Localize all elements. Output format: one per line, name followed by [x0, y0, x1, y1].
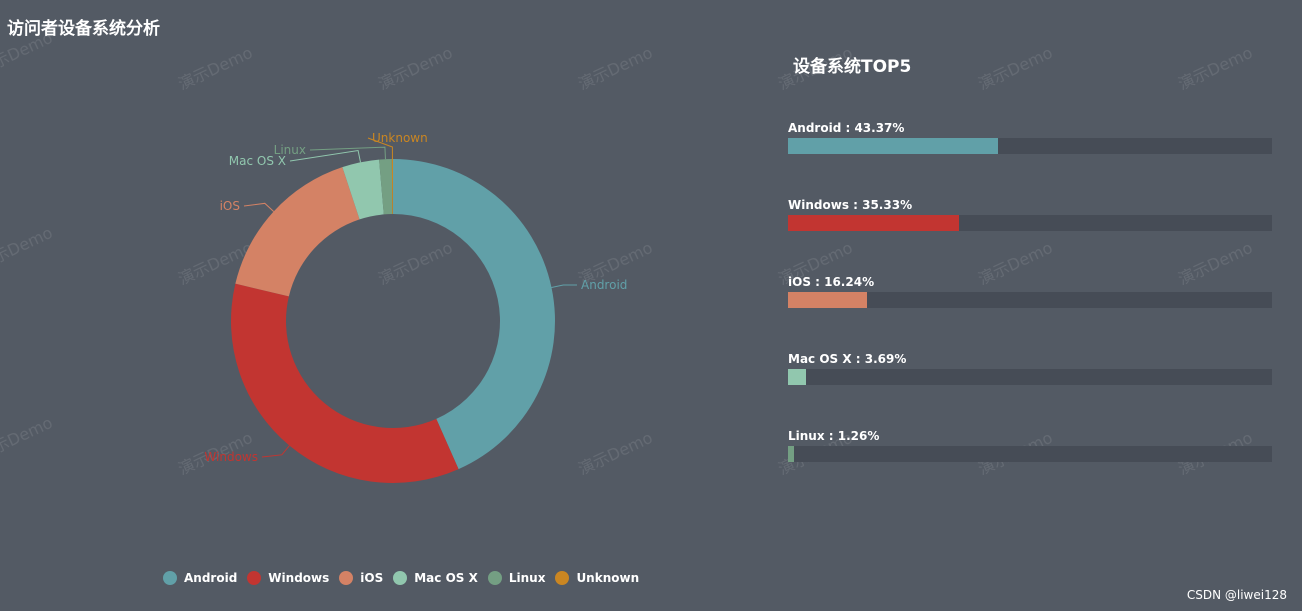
legend-item-windows[interactable]: Windows: [247, 571, 329, 585]
page-title: 访问者设备系统分析: [7, 19, 160, 39]
top5-label: Android : 43.37%: [788, 121, 905, 135]
top5-bar-ios[interactable]: [788, 292, 867, 308]
legend-dot-icon: [487, 571, 502, 585]
donut-slice-linux[interactable]: [379, 159, 393, 215]
top5-label: Mac OS X : 3.69%: [788, 352, 907, 366]
legend-label: Mac OS X: [414, 571, 478, 585]
donut-slice-ios[interactable]: [235, 167, 360, 297]
top5-title: 设备系统TOP5: [793, 57, 912, 77]
legend-item-linux[interactable]: Linux: [487, 571, 546, 585]
donut-label-android: Android: [581, 278, 627, 292]
legend-dot-icon: [393, 571, 408, 585]
top5-row-linux: Linux : 1.26%: [788, 429, 1272, 506]
legend-dot-icon: [163, 571, 177, 585]
legend-item-mac-os-x[interactable]: Mac OS X: [393, 571, 478, 585]
credit-text: CSDN @liwei128: [1186, 588, 1287, 602]
chart-legend: Android Windows iOS Mac OS X Linux Unknown: [163, 571, 639, 585]
legend-label: Android: [184, 571, 238, 585]
top5-track: [788, 369, 1272, 385]
donut-slice-android[interactable]: [393, 159, 555, 470]
donut-leader-unknown: [367, 137, 393, 160]
legend-label: iOS: [360, 571, 384, 585]
legend-item-android[interactable]: Android: [163, 571, 237, 585]
donut-label-mac-os-x: Mac OS X: [229, 154, 286, 168]
donut-leader-windows: [261, 445, 290, 458]
top5-track: [788, 138, 1272, 154]
donut-label-linux: Linux: [274, 143, 306, 157]
legend-dot-icon: [555, 571, 570, 585]
donut-label-ios: iOS: [220, 199, 240, 213]
top5-row-android: Android : 43.37%: [788, 121, 1272, 198]
top5-panel: 设备系统TOP5 Android : 43.37% Windows : 35.33…: [788, 52, 1272, 506]
legend-item-ios[interactable]: iOS: [339, 571, 383, 585]
top5-row-ios: iOS : 16.24%: [788, 275, 1272, 352]
top5-track: [788, 215, 1272, 231]
top5-bar-windows[interactable]: [788, 215, 959, 231]
legend-label: Windows: [268, 571, 330, 585]
donut-leader-mac-os-x: [289, 149, 361, 163]
top5-label: iOS : 16.24%: [788, 275, 875, 289]
legend-label: Unknown: [576, 571, 640, 585]
donut-slice-unknown[interactable]: [391, 159, 393, 215]
top5-bar-linux[interactable]: [788, 446, 795, 462]
top5-label: Linux : 1.26%: [788, 429, 880, 443]
top5-track: [788, 292, 1272, 308]
top5-label: Windows : 35.33%: [788, 198, 913, 212]
donut-leader-ios: [243, 202, 274, 212]
donut-label-unknown: Unknown: [372, 131, 428, 145]
top5-bar-list: Android : 43.37% Windows : 35.33% iOS : 16…: [788, 121, 1272, 506]
top5-track: [788, 446, 1272, 462]
donut-leader-linux: [309, 146, 386, 160]
top5-bar-mac-os-x[interactable]: [788, 369, 806, 385]
donut-slice-windows[interactable]: [231, 283, 459, 483]
top5-row-windows: Windows : 35.33%: [788, 198, 1272, 275]
donut-leader-android: [551, 284, 578, 288]
legend-item-unknown[interactable]: Unknown: [555, 571, 639, 585]
top5-bar-android[interactable]: [788, 138, 998, 154]
legend-label: Linux: [508, 571, 546, 585]
legend-dot-icon: [247, 571, 262, 585]
donut-label-windows: Windows: [204, 450, 258, 464]
top5-row-mac-os-x: Mac OS X : 3.69%: [788, 352, 1272, 429]
legend-dot-icon: [339, 571, 354, 585]
donut-slice-mac-os-x[interactable]: [342, 159, 384, 220]
